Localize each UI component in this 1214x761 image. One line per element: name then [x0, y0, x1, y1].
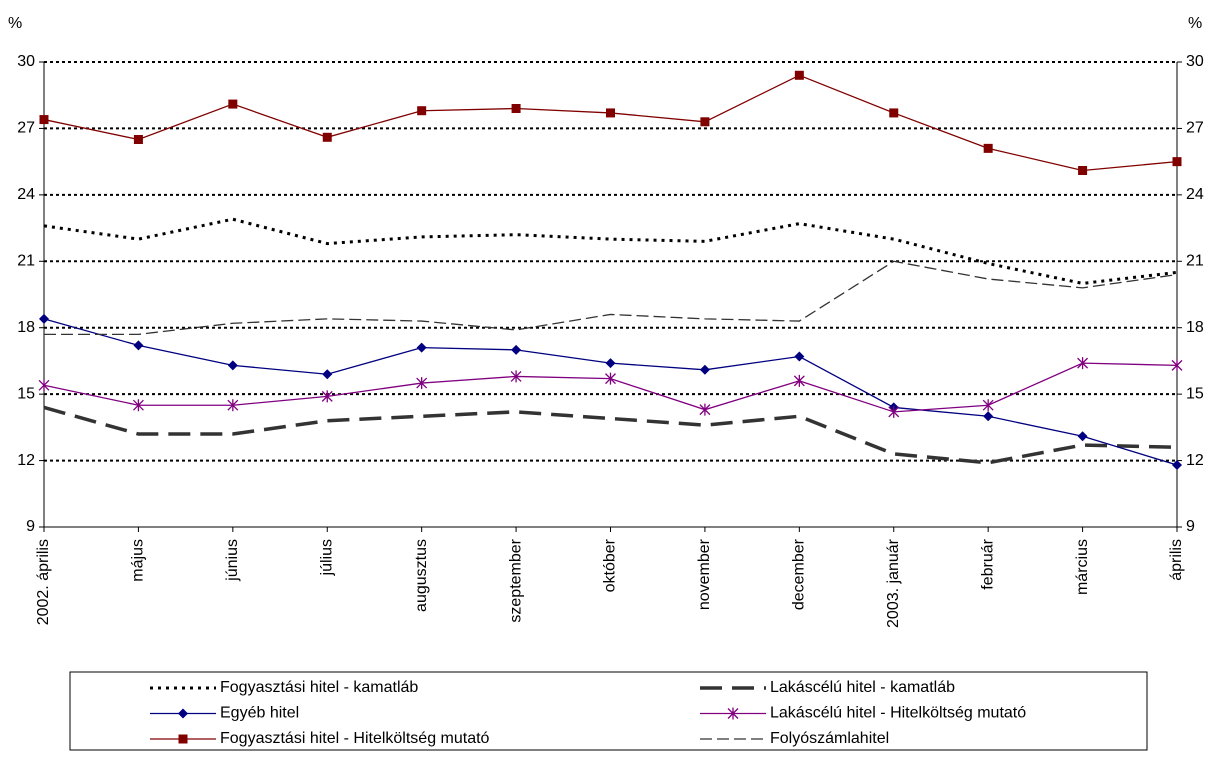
data-point [39, 115, 49, 125]
legend-box [69, 671, 1148, 751]
legend-label: Fogyasztási hitel - Hitelköltség mutató [220, 730, 490, 747]
series-line [43, 217, 1178, 285]
y-axis-label: % [8, 15, 22, 32]
x-tick-label: november [696, 538, 713, 610]
data-point [888, 405, 900, 418]
x-tick-label: augusztus [413, 539, 430, 612]
data-point [606, 108, 615, 118]
data-point [416, 342, 427, 353]
y-tick-label: 12 [17, 452, 35, 469]
y2-tick-label: 21 [1186, 253, 1204, 270]
legend-marker [178, 708, 188, 719]
data-point [1172, 157, 1182, 167]
data-point [699, 403, 711, 416]
y-tick-label: 9 [26, 518, 35, 535]
data-point [793, 374, 805, 387]
y2-tick-label: 12 [1186, 452, 1204, 469]
data-point [1077, 357, 1089, 370]
data-point [794, 70, 804, 80]
data-point [1171, 359, 1183, 372]
data-point [511, 344, 522, 355]
data-point [416, 377, 428, 390]
x-tick-label: május [130, 539, 147, 582]
legend-marker [727, 707, 739, 720]
legend-label: Egyéb hitel [220, 705, 299, 722]
y2-tick-label: 18 [1186, 319, 1204, 336]
data-point [132, 399, 144, 412]
y2-tick-label: 27 [1186, 120, 1204, 137]
data-point [510, 370, 522, 383]
legend-label: Fogyasztási hitel - kamatláb [220, 679, 418, 696]
y-tick-label: 27 [17, 120, 35, 137]
data-point [1078, 166, 1088, 175]
data-point [1077, 431, 1088, 442]
y-tick-label: 21 [17, 253, 35, 270]
data-point [39, 313, 49, 324]
y-tick-label: 30 [17, 53, 35, 70]
x-tick-label: 2002. április [35, 539, 52, 625]
data-point [38, 379, 50, 392]
x-tick-label: szeptember [507, 538, 524, 622]
data-point [322, 132, 332, 142]
x-tick-label: február [979, 538, 996, 589]
data-point [228, 99, 238, 109]
y-tick-label: 15 [17, 385, 35, 402]
data-point [511, 104, 521, 113]
x-tick-label: október [602, 538, 619, 592]
y2-axis-label: % [1188, 15, 1202, 32]
legend-label: Lakáscélú hitel - kamatláb [770, 679, 955, 696]
x-tick-label: 2003. január [885, 538, 902, 628]
y2-tick-label: 30 [1186, 53, 1204, 70]
x-tick-label: április [1168, 539, 1185, 581]
series-line [43, 405, 1178, 465]
data-point [227, 360, 238, 371]
data-point [322, 369, 333, 380]
data-point [889, 108, 899, 118]
y2-tick-label: 24 [1186, 186, 1204, 203]
data-point [983, 143, 993, 153]
data-point [794, 351, 805, 362]
data-point [700, 117, 710, 127]
series-line [44, 260, 1178, 336]
data-point [321, 390, 333, 403]
data-point [133, 340, 144, 351]
y-tick-label: 18 [17, 319, 35, 336]
data-point [1172, 460, 1182, 470]
y-tick-label: 24 [17, 186, 35, 203]
series-line [43, 362, 1178, 413]
x-tick-label: december [791, 538, 808, 610]
data-point [605, 358, 616, 369]
data-point [417, 106, 427, 116]
data-point [699, 364, 710, 375]
legend-label: Lakáscélú hitel - Hitelköltség mutató [770, 705, 1026, 722]
y2-tick-label: 9 [1186, 518, 1195, 535]
data-point [605, 372, 616, 385]
series-line [43, 74, 1178, 172]
legend-label: Folyószámlahitel [770, 730, 889, 747]
data-point [983, 411, 994, 422]
series-line [43, 318, 1178, 466]
y2-tick-label: 15 [1186, 385, 1204, 402]
x-tick-label: június [224, 539, 241, 582]
data-point [133, 135, 143, 144]
x-tick-label: március [1074, 539, 1091, 595]
data-point [982, 399, 994, 412]
legend-marker [178, 734, 188, 744]
x-tick-label: július [318, 539, 335, 576]
data-point [227, 399, 239, 412]
